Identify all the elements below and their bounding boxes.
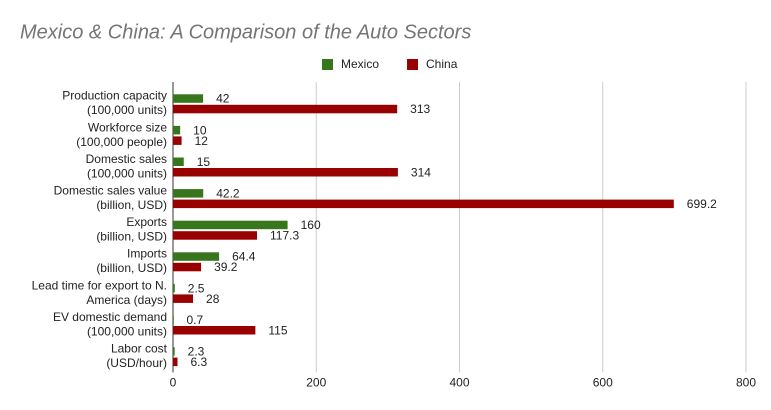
y-tick-label: (100,000 units) (87, 103, 167, 117)
bar (173, 326, 256, 335)
y-tick-label: (USD/hour) (106, 356, 167, 370)
bar (173, 347, 175, 356)
y-tick-label: Workforce size (88, 120, 167, 134)
x-tick-label: 0 (170, 376, 177, 390)
value-label: 115 (268, 323, 287, 337)
value-label: 117.3 (270, 229, 299, 243)
bar (173, 199, 674, 209)
value-label: 64.4 (232, 250, 256, 264)
y-tick-label: (100,000 units) (87, 166, 167, 180)
y-tick-label: Imports (127, 247, 167, 261)
y-tick-label: (billion, USD) (96, 230, 167, 244)
value-label: 313 (410, 102, 430, 116)
bar (173, 231, 258, 240)
bar (173, 262, 202, 272)
value-label: 42.2 (216, 187, 240, 201)
x-tick-label: 800 (736, 376, 756, 390)
y-tick-label: Lead time for export to N. (32, 278, 167, 292)
value-label: 39.2 (214, 260, 238, 274)
y-tick-label: EV domestic demand (53, 310, 167, 324)
y-tick-label: Production capacity (62, 89, 167, 103)
bar (173, 136, 182, 145)
value-label: 15 (197, 155, 211, 169)
legend-label: China (426, 57, 458, 71)
bar (173, 220, 288, 230)
y-tick-label: (100,000 people) (76, 135, 167, 149)
x-tick-label: 600 (593, 376, 613, 390)
y-tick-label: Labor cost (111, 342, 168, 356)
bar (173, 125, 181, 135)
value-label: 2.3 (188, 345, 205, 359)
bar (173, 283, 175, 293)
y-tick-label: Domestic sales (86, 152, 167, 166)
bar (173, 94, 204, 103)
y-tick-label: (billion, USD) (96, 261, 167, 275)
y-tick-label: (billion, USD) (96, 198, 167, 212)
x-tick-label: 200 (306, 376, 326, 390)
value-label: 12 (195, 134, 209, 148)
y-tick-label: (100,000 units) (87, 324, 167, 338)
y-tick-label: America (days) (86, 293, 167, 307)
y-tick-label: Exports (126, 215, 167, 229)
bar (173, 168, 398, 177)
x-tick-label: 400 (449, 376, 469, 390)
value-label: 699.2 (687, 197, 717, 211)
bar (173, 315, 174, 324)
chart-title: Mexico & China: A Comparison of the Auto… (20, 21, 471, 43)
legend-swatch (322, 59, 333, 70)
value-label: 10 (193, 123, 207, 137)
bar (173, 252, 220, 261)
bar (173, 189, 204, 198)
value-label: 6.3 (191, 355, 208, 369)
legend-label: Mexico (341, 57, 379, 71)
y-tick-label: Domestic sales value (54, 184, 168, 198)
value-label: 160 (301, 218, 321, 232)
value-label: 28 (206, 292, 220, 306)
bar (173, 104, 398, 114)
bar (173, 294, 194, 303)
value-label: 314 (411, 165, 431, 179)
legend-swatch (407, 59, 419, 70)
bar (173, 357, 178, 367)
value-label: 0.7 (187, 313, 204, 327)
value-label: 42 (216, 92, 230, 106)
bar (173, 157, 184, 166)
value-label: 2.5 (188, 281, 205, 295)
